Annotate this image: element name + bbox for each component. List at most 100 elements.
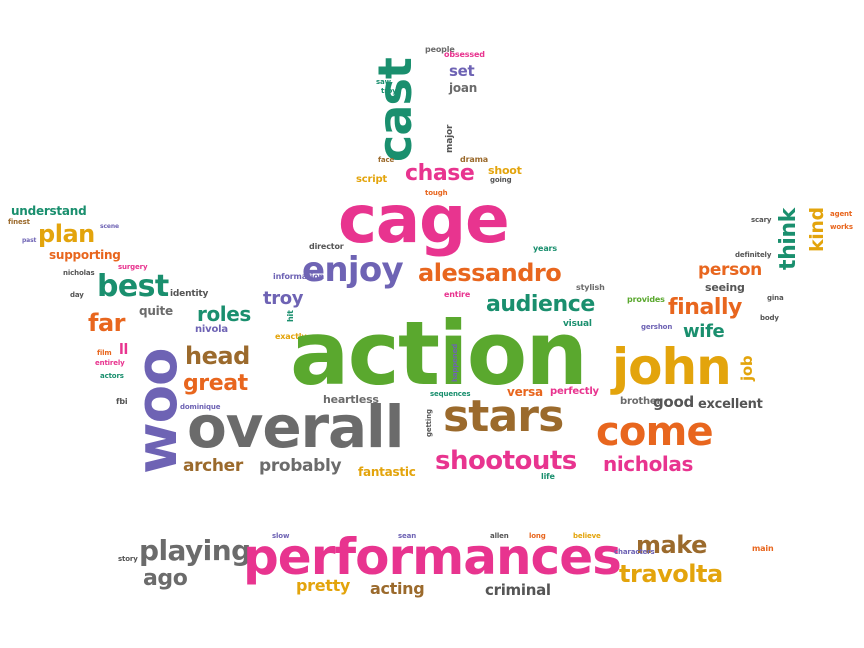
word-make: make [636, 531, 707, 559]
word-heartless: heartless [323, 393, 379, 406]
word-gershon: gershon [641, 323, 673, 331]
word-past: people [425, 45, 455, 54]
word-joan: joan [449, 81, 478, 95]
word-action: action [290, 302, 588, 405]
word-fantastic: fantastic [358, 465, 416, 479]
word-probably: probably [259, 456, 342, 476]
word-finally: finally [668, 295, 742, 320]
word-plan: plan [38, 220, 95, 248]
word-happened: happened [451, 343, 459, 382]
word-finest: saw [376, 78, 391, 86]
word-believe: slow [272, 532, 290, 540]
word-face: good [653, 393, 694, 411]
word-performances: performances [243, 528, 622, 586]
word-stars: stars [443, 391, 564, 442]
word-entirely: entirely [95, 359, 125, 367]
word-great: great [183, 371, 248, 396]
word-woo: woo [125, 348, 190, 474]
word-tough: job [738, 355, 756, 381]
word-playing: playing [139, 534, 251, 567]
word-provides: provides [627, 295, 665, 304]
word-sequences: sequences [430, 390, 471, 398]
word-rest: stylish [576, 283, 605, 292]
word-acting: acting [370, 579, 425, 598]
word-visual: visual [563, 319, 592, 329]
word-furious: drama [460, 155, 489, 164]
word-john: john [612, 338, 732, 396]
word-learn: characters [614, 548, 655, 556]
word-think: think [776, 208, 801, 270]
word-exactly: exactly [275, 332, 307, 341]
word-criminal: criminal [485, 581, 551, 599]
word-set: set [449, 62, 475, 80]
word-quickly: years [533, 244, 557, 253]
word-agent: agent [830, 210, 853, 218]
word-body: body [760, 314, 779, 322]
word-day: day [70, 291, 84, 299]
word-main: allen [490, 532, 509, 540]
word-supporting: supporting [49, 248, 121, 262]
word-drama: excellent [698, 397, 763, 412]
word-gina: gina [767, 294, 784, 302]
word-major: brother [620, 396, 662, 407]
word-surgery: surgery [118, 263, 148, 271]
word-story: long [529, 532, 546, 540]
word-versa: versa [507, 385, 543, 399]
word-understand: understand [11, 204, 87, 218]
word-overall: overall [187, 393, 405, 461]
word-sean: finest [8, 218, 30, 226]
word-fan: story [118, 555, 138, 563]
word-identity: identity [170, 289, 209, 299]
word-definitely: definitely [735, 251, 772, 259]
word-allen: scene [100, 223, 119, 230]
word-life: life [541, 472, 555, 481]
word-perfectly: perfectly [550, 386, 599, 397]
word-ll: ll [119, 342, 129, 358]
word-american: director [309, 242, 344, 251]
word-kind: kind [806, 207, 828, 252]
word-cast: cast [368, 58, 422, 162]
word-works: works [830, 223, 853, 231]
word-alessandro: alessandro [418, 259, 562, 287]
word-person: person [698, 260, 762, 280]
word-long: past [22, 237, 37, 244]
troy-word: troy [263, 288, 304, 309]
word-nicholas-small: nicholas [63, 269, 95, 277]
word-actors: actors [100, 372, 124, 380]
word-far: far [88, 309, 126, 337]
word-castor: tough [425, 189, 448, 197]
word-come: come [596, 409, 714, 455]
word-chase: chase [405, 161, 475, 186]
word-travolta: travolta [619, 560, 723, 588]
word-characters: sean [398, 532, 417, 540]
word-nivola: nivola [195, 324, 228, 335]
word-plenty: information [273, 272, 325, 281]
word-slow: obsessed [444, 50, 485, 59]
word-cold: going [490, 176, 512, 184]
word-fbi: fbi [116, 397, 128, 406]
word-enjoy: enjoy [302, 250, 404, 290]
word-roles: roles [197, 302, 251, 326]
word-ago: ago [143, 566, 188, 591]
word-script: script [356, 174, 387, 185]
word-dominique: dominique [180, 403, 221, 411]
word-entire: entire [444, 290, 471, 299]
word-information: seeing [705, 281, 745, 294]
word-pretty: pretty [296, 576, 351, 595]
word-audience: audience [486, 292, 595, 317]
word-archer: archer [183, 456, 243, 476]
word-going: wife [683, 321, 725, 342]
word-film: film [97, 349, 112, 357]
word-manages: major [445, 124, 455, 153]
word-cage: cage [338, 181, 510, 258]
word-getting: getting [425, 409, 433, 437]
word-scary: scary [751, 216, 772, 224]
word-scene: troy [381, 87, 397, 95]
word-best: best [97, 269, 169, 304]
word-quite: quite [139, 304, 173, 318]
word-entertaining: believe [573, 532, 601, 540]
word-bomb: face [378, 156, 395, 164]
word-prison: main [752, 544, 774, 553]
word-shootouts: shootouts [435, 446, 577, 476]
word-head: head [185, 342, 250, 370]
